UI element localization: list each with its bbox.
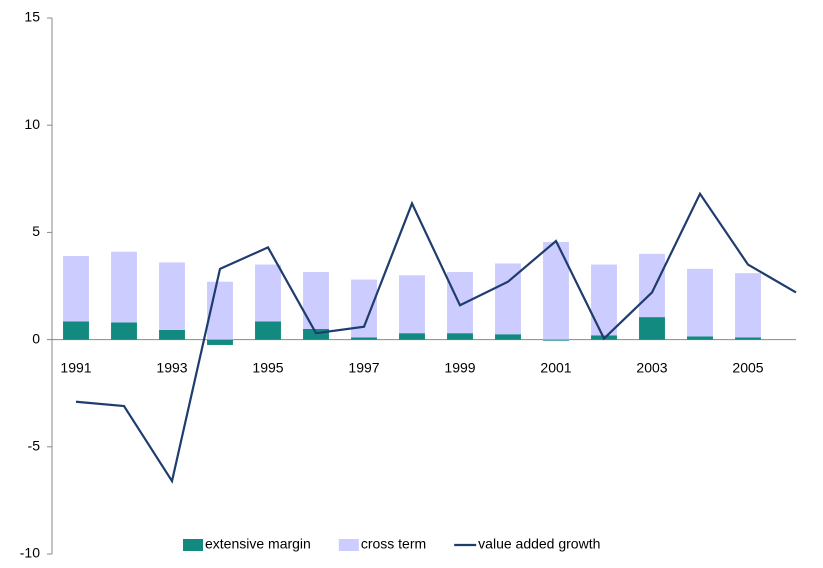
legend-label: value added growth: [478, 536, 600, 552]
legend-label: cross term: [361, 536, 426, 552]
bar: [639, 253, 665, 318]
y-tick-label: -10: [20, 545, 40, 561]
x-tick-label: 1999: [444, 359, 475, 375]
x-tick-label: 1995: [252, 359, 283, 375]
bar: [543, 242, 569, 340]
legend-item: cross term: [338, 536, 426, 552]
legend-swatch: [338, 539, 359, 551]
legend-item: extensive margin: [183, 536, 311, 552]
bar: [351, 337, 377, 340]
x-tick-label: 1993: [156, 359, 187, 375]
legend-swatch: [183, 539, 203, 551]
legend-item: value added growth: [454, 536, 600, 552]
bar: [63, 321, 89, 340]
y-tick-label: 5: [32, 223, 40, 239]
bar: [447, 333, 473, 340]
y-tick-label: 0: [32, 330, 40, 346]
bar: [495, 334, 521, 340]
bar: [63, 255, 89, 322]
x-tick-label: 2005: [732, 359, 763, 375]
x-tick-label: 2003: [636, 359, 667, 375]
bar: [735, 337, 761, 340]
bar: [303, 272, 329, 329]
bar: [255, 264, 281, 322]
x-tick-label: 2001: [540, 359, 571, 375]
bar: [543, 339, 569, 341]
y-tick-label: 15: [24, 9, 40, 25]
legend-label: extensive margin: [205, 536, 311, 552]
bar: [687, 336, 713, 340]
y-tick-label: 10: [24, 116, 40, 132]
bar: [735, 273, 761, 338]
bar: [207, 339, 233, 345]
bar: [687, 268, 713, 337]
y-tick-label: -5: [28, 438, 41, 454]
bar: [111, 322, 137, 340]
bar: [399, 333, 425, 340]
bar: [111, 251, 137, 323]
line: [75, 191, 797, 484]
bar: [399, 275, 425, 334]
x-tick-label: 1991: [60, 359, 91, 375]
bar: [639, 317, 665, 340]
bar: [591, 264, 617, 336]
x-tick-label: 1997: [348, 359, 379, 375]
bar: [447, 272, 473, 334]
bar: [159, 329, 185, 340]
bar: [255, 321, 281, 340]
bar: [159, 262, 185, 330]
